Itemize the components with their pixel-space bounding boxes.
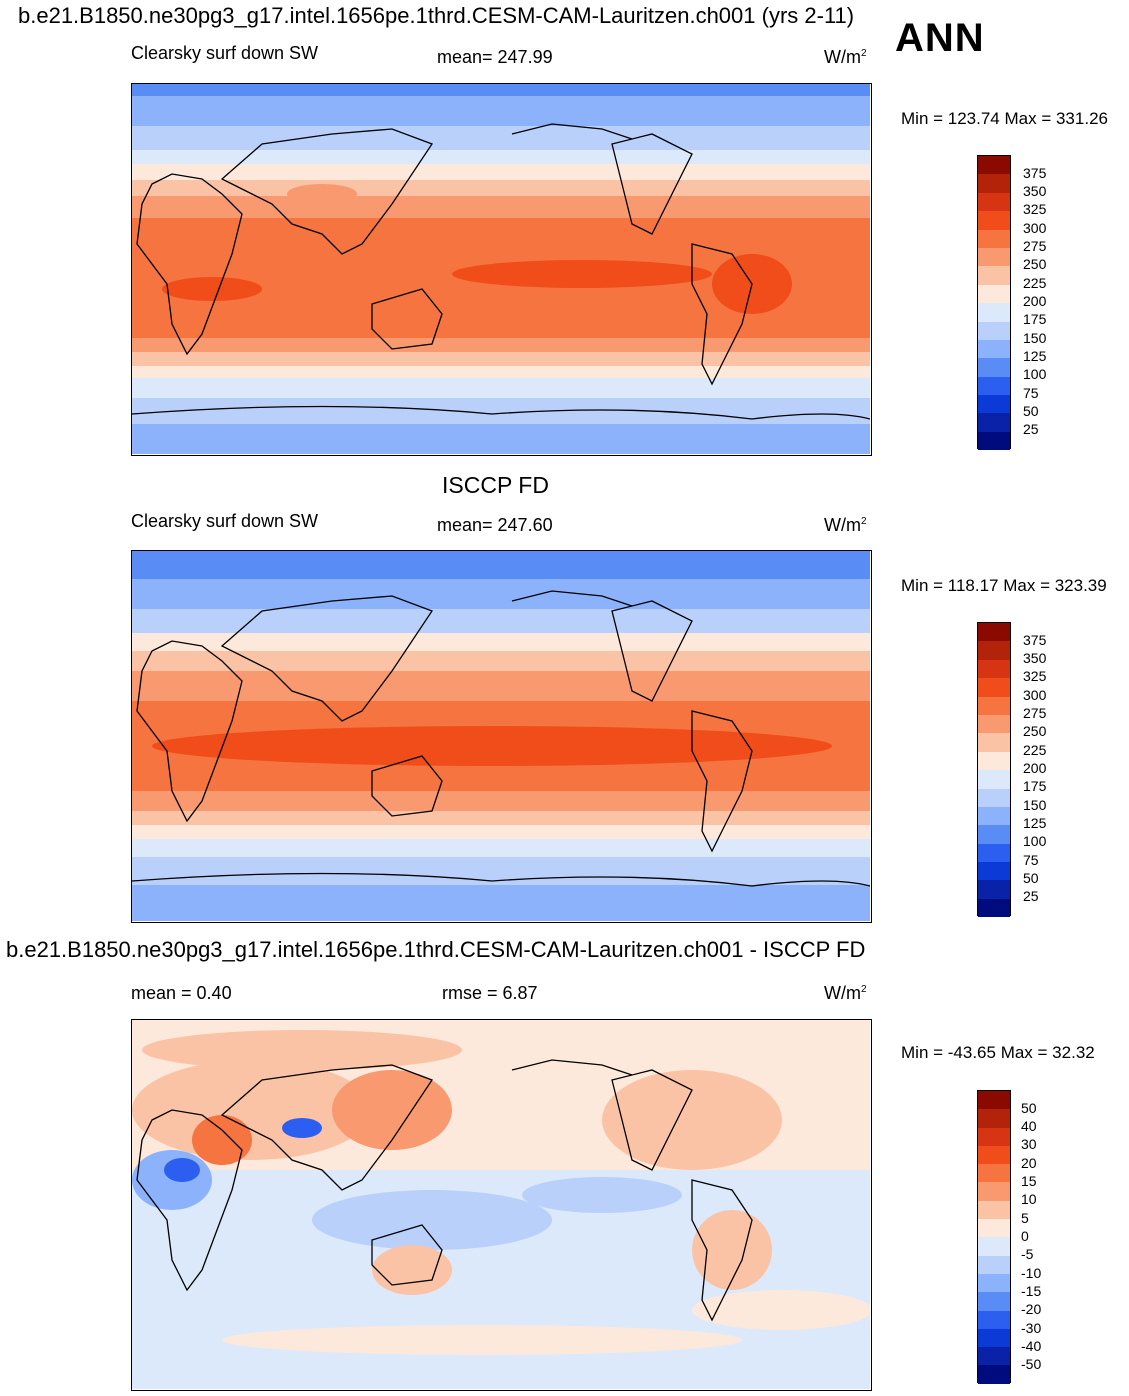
- colorbar-tick: 250: [1023, 723, 1047, 739]
- colorbar-tick: 30: [1021, 1136, 1037, 1152]
- panel3-minmax: Min = -43.65 Max = 32.32: [901, 1043, 1095, 1062]
- colorbar-tick: 10: [1021, 1191, 1037, 1207]
- panel3-units: W/m2: [824, 983, 867, 1003]
- colorbar-tick: -50: [1021, 1356, 1042, 1372]
- panel2-units: W/m2: [824, 515, 867, 535]
- colorbar-tick: -10: [1021, 1265, 1042, 1281]
- colorbar-tick: 375: [1023, 632, 1047, 648]
- panel3-map: [131, 1019, 872, 1391]
- colorbar-tick: 25: [1023, 888, 1039, 904]
- season-label: ANN: [895, 16, 985, 60]
- colorbar-tick: 100: [1023, 833, 1047, 849]
- panel1-map: [131, 83, 872, 456]
- colorbar-tick: -5: [1021, 1246, 1034, 1262]
- colorbar-tick: 75: [1023, 852, 1039, 868]
- colorbar-tick: 0: [1021, 1228, 1029, 1244]
- panel2-colorbar: [977, 622, 1011, 918]
- colorbar-tick: 150: [1023, 330, 1047, 346]
- colorbar-tick: -15: [1021, 1283, 1042, 1299]
- colorbar-tick: 50: [1023, 870, 1039, 886]
- colorbar-tick: 25: [1023, 421, 1039, 437]
- colorbar-tick: 275: [1023, 705, 1047, 721]
- colorbar-tick: 125: [1023, 815, 1047, 831]
- panel3-rmse-label: rmse = 6.87: [442, 983, 538, 1003]
- colorbar-tick: 20: [1021, 1155, 1037, 1171]
- colorbar-tick: 125: [1023, 348, 1047, 364]
- colorbar-tick: 300: [1023, 687, 1047, 703]
- colorbar-tick: 50: [1023, 403, 1039, 419]
- colorbar-tick: -20: [1021, 1301, 1042, 1317]
- colorbar-tick: 375: [1023, 165, 1047, 181]
- colorbar-tick: 150: [1023, 797, 1047, 813]
- panel3-colorbar: [977, 1090, 1011, 1384]
- colorbar-tick: 5: [1021, 1210, 1029, 1226]
- colorbar-tick: 75: [1023, 385, 1039, 401]
- colorbar-tick: 225: [1023, 742, 1047, 758]
- colorbar-tick: 50: [1021, 1100, 1037, 1116]
- colorbar-tick: 350: [1023, 183, 1047, 199]
- colorbar-tick: 350: [1023, 650, 1047, 666]
- colorbar-tick: 15: [1021, 1173, 1037, 1189]
- panel2-map: [131, 550, 872, 923]
- colorbar-tick: -40: [1021, 1338, 1042, 1354]
- colorbar-tick: 175: [1023, 311, 1047, 327]
- case-title: b.e21.B1850.ne30pg3_g17.intel.1656pe.1th…: [18, 3, 855, 28]
- panel1-mean-label: mean= 247.99: [437, 47, 553, 67]
- panel2-minmax: Min = 118.17 Max = 323.39: [901, 576, 1107, 595]
- colorbar-tick: 200: [1023, 760, 1047, 776]
- colorbar-tick: 200: [1023, 293, 1047, 309]
- panel3-mean-label: mean = 0.40: [131, 983, 232, 1003]
- panel2-variable-label: Clearsky surf down SW: [131, 511, 319, 531]
- colorbar-tick: 250: [1023, 256, 1047, 272]
- panel1-colorbar: [977, 155, 1011, 451]
- colorbar-tick: 300: [1023, 220, 1047, 236]
- panel1-units: W/m2: [824, 47, 867, 67]
- panel1-variable-label: Clearsky surf down SW: [131, 43, 319, 63]
- colorbar-tick: 175: [1023, 778, 1047, 794]
- colorbar-tick: 325: [1023, 201, 1047, 217]
- colorbar-tick: 100: [1023, 366, 1047, 382]
- colorbar-tick: 325: [1023, 668, 1047, 684]
- panel2-mean-label: mean= 247.60: [437, 515, 553, 535]
- colorbar-tick: 225: [1023, 275, 1047, 291]
- colorbar-tick: 275: [1023, 238, 1047, 254]
- panel2-title: ISCCP FD: [442, 472, 549, 498]
- panel3-title: b.e21.B1850.ne30pg3_g17.intel.1656pe.1th…: [6, 937, 866, 962]
- colorbar-tick: 40: [1021, 1118, 1037, 1134]
- panel1-minmax: Min = 123.74 Max = 331.26: [901, 109, 1108, 128]
- colorbar-tick: -30: [1021, 1320, 1042, 1336]
